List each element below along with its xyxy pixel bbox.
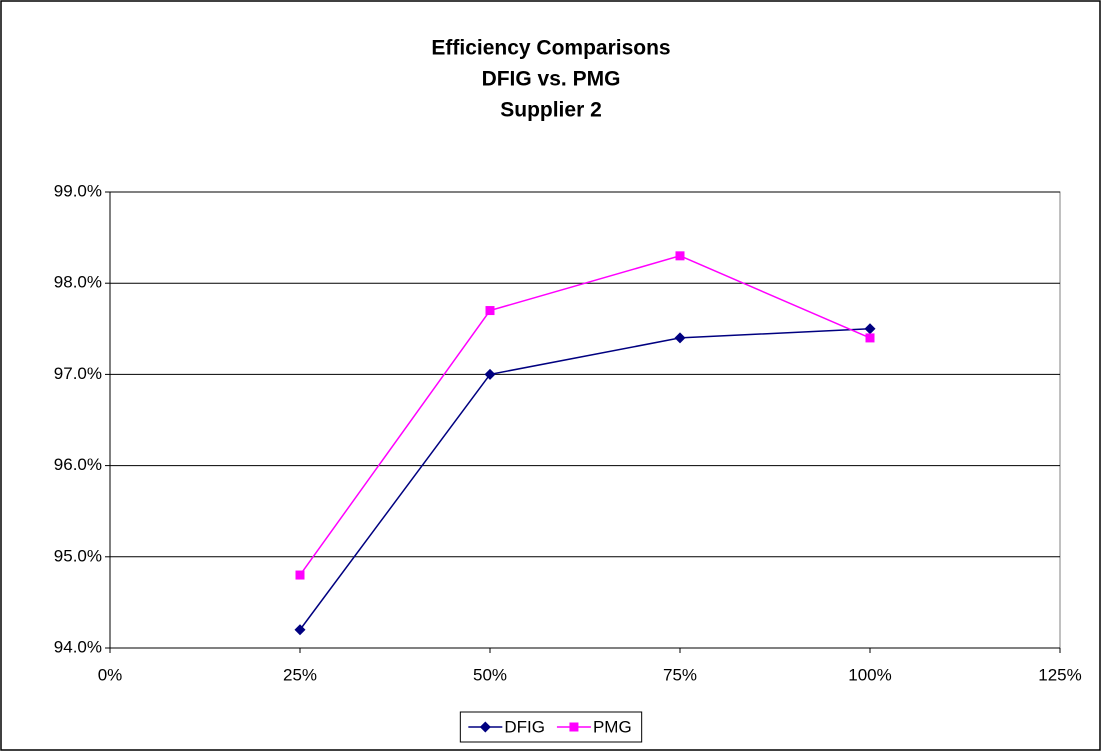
point bbox=[484, 368, 496, 380]
chart-title: DFIG vs. PMG bbox=[482, 68, 621, 91]
point bbox=[864, 323, 876, 335]
x-tick-label: 0% bbox=[98, 665, 123, 684]
y-tick-label: 94.0% bbox=[54, 637, 102, 656]
x-tick-label: 100% bbox=[848, 665, 891, 684]
x-tick-label: 125% bbox=[1038, 665, 1081, 684]
x-tick-label: 75% bbox=[663, 665, 697, 684]
legend-label: PMG bbox=[593, 717, 632, 736]
point bbox=[294, 624, 306, 636]
y-tick-label: 99.0% bbox=[54, 181, 102, 200]
point bbox=[675, 251, 685, 261]
x-tick-label: 25% bbox=[283, 665, 317, 684]
point bbox=[295, 570, 305, 580]
series-line bbox=[299, 328, 871, 631]
y-tick-label: 98.0% bbox=[54, 273, 102, 292]
point bbox=[865, 333, 875, 343]
chart-title: Supplier 2 bbox=[500, 99, 602, 122]
x-tick-label: 50% bbox=[473, 665, 507, 684]
y-tick-label: 95.0% bbox=[54, 546, 102, 565]
legend-label: DFIG bbox=[504, 717, 545, 736]
legend: DFIG PMG bbox=[459, 711, 643, 743]
legend-marker bbox=[569, 722, 579, 732]
plot-area bbox=[109, 191, 1061, 649]
y-tick-label: 97.0% bbox=[54, 364, 102, 383]
y-tick-label: 96.0% bbox=[54, 455, 102, 474]
series-line bbox=[299, 255, 871, 576]
legend-marker bbox=[479, 721, 491, 733]
chart-title: Efficiency Comparisons bbox=[431, 37, 670, 60]
point bbox=[674, 332, 686, 344]
point bbox=[485, 306, 495, 316]
